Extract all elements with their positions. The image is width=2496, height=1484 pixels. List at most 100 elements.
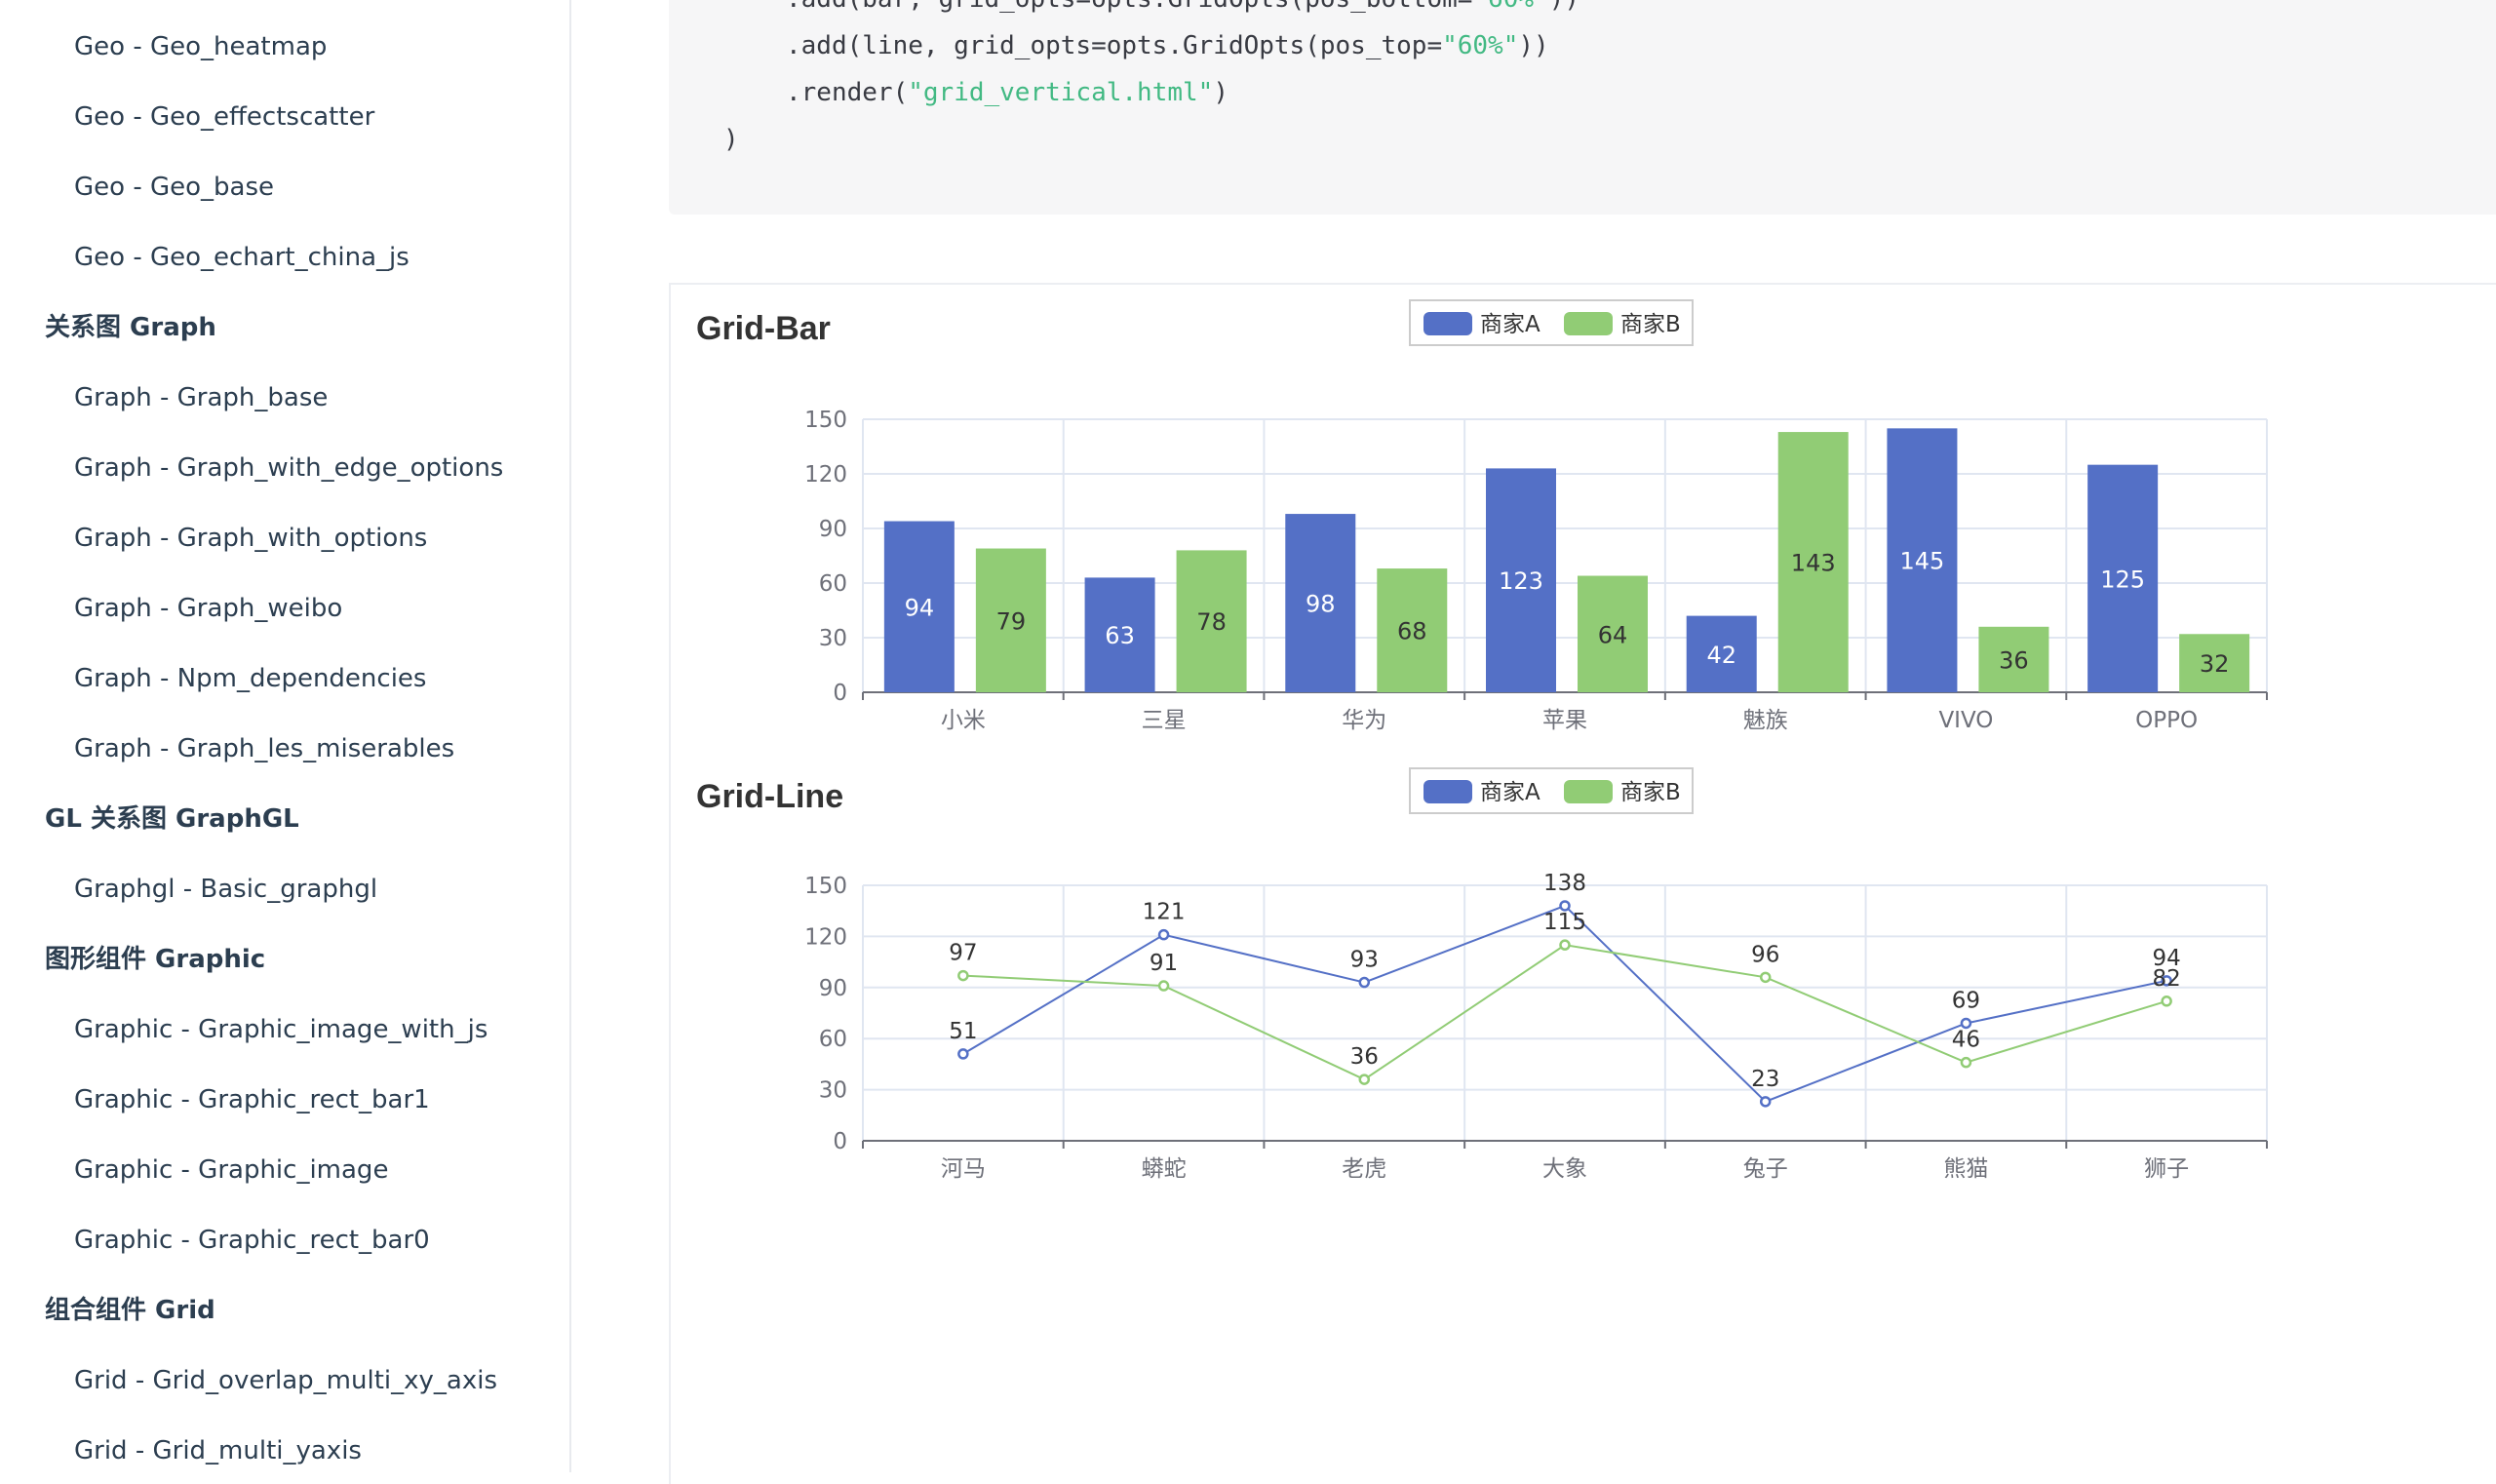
legend-swatch <box>1424 780 1472 803</box>
bar-value-label: 125 <box>2100 566 2145 593</box>
y-tick-label: 120 <box>804 924 847 950</box>
point-value-label: 46 <box>1952 1028 1980 1053</box>
bar <box>1084 577 1155 692</box>
legend-box <box>1409 767 1694 814</box>
x-tick-label: 苹果 <box>1542 708 1587 733</box>
y-tick-label: 60 <box>819 1027 847 1052</box>
x-tick-label: OPPO <box>2135 708 2198 733</box>
legend-swatch <box>1564 780 1613 803</box>
data-point <box>1759 1096 1772 1108</box>
point-value-label: 93 <box>1350 948 1379 973</box>
x-tick-label: VIVO <box>1938 708 1993 733</box>
data-point <box>1759 971 1772 984</box>
code-text: )) <box>1549 0 1580 14</box>
bar-value-label: 123 <box>1499 567 1543 595</box>
sidebar-item[interactable]: Graph - Graph_base <box>74 383 329 412</box>
bar-value-label: 79 <box>996 607 1027 635</box>
legend-label: 商家A <box>1480 312 1540 337</box>
sidebar-item[interactable]: Graph - Graph_weibo <box>74 594 343 623</box>
data-point <box>1157 928 1170 941</box>
sidebar-group-heading[interactable]: 关系图 Graph <box>45 313 216 342</box>
point-value-label: 82 <box>2153 966 2181 992</box>
bar <box>1978 626 2049 692</box>
data-point <box>1157 980 1170 992</box>
code-line: .add(line, grid_opts=opts.GridOpts(pos_t… <box>786 29 1549 62</box>
sidebar-item[interactable]: Geo - Geo_effectscatter <box>74 102 375 132</box>
bar <box>1887 428 1958 692</box>
bar <box>1176 550 1247 692</box>
x-tick-label: 老虎 <box>1342 1156 1386 1182</box>
code-string: "60%" <box>1442 31 1519 60</box>
bar-value-label: 64 <box>1598 621 1628 648</box>
sidebar-item[interactable]: Graphic - Graphic_image_with_js <box>74 1015 488 1044</box>
chart-title: Grid-Line <box>696 778 843 815</box>
sidebar-group-heading[interactable]: 图形组件 Graphic <box>45 945 266 974</box>
point-value-label: 51 <box>949 1019 977 1044</box>
x-tick-label: 河马 <box>941 1156 986 1182</box>
y-tick-label: 30 <box>819 626 847 651</box>
x-tick-label: 魅族 <box>1743 708 1788 733</box>
code-line: .render("grid_vertical.html") <box>786 76 1228 109</box>
sidebar-item[interactable]: Geo - Geo_echart_china_js <box>74 243 410 272</box>
legend-label: 商家A <box>1480 780 1540 805</box>
x-tick-label: 三星 <box>1142 708 1187 733</box>
sidebar-item[interactable]: Graph - Graph_with_edge_options <box>74 453 504 483</box>
bar <box>975 548 1046 692</box>
bar-value-label: 143 <box>1791 550 1836 577</box>
code-string: "grid_vertical.html" <box>908 78 1214 107</box>
legend-label: 商家B <box>1620 312 1681 337</box>
bar <box>1777 432 1849 692</box>
sidebar-item[interactable]: Geo - Geo_heatmap <box>74 32 328 61</box>
y-tick-label: 0 <box>833 1129 847 1154</box>
bar <box>1686 615 1757 692</box>
y-tick-label: 90 <box>819 976 847 1001</box>
chart-panel: Grid-Bar 商家A 商家B 0 30 60 90 120 150 小米 三星 华为 苹果 魅族 VIV… <box>669 283 2496 1484</box>
sidebar-item[interactable]: Graph - Graph_with_options <box>74 524 428 553</box>
code-string: "60%" <box>1472 0 1548 14</box>
sidebar-item[interactable]: Graphic - Graphic_rect_bar1 <box>74 1085 430 1114</box>
bar-value-label: 78 <box>1196 608 1227 636</box>
code-text: .render( <box>786 78 909 107</box>
data-point <box>1559 939 1571 951</box>
bar-value-label: 94 <box>905 594 935 621</box>
series-line <box>962 944 2167 1081</box>
code-line: ) <box>723 123 739 156</box>
point-value-label: 94 <box>2153 946 2181 971</box>
data-point <box>957 1048 969 1060</box>
sidebar-item[interactable]: Graphic - Graphic_image <box>74 1155 389 1185</box>
sidebar-item[interactable]: Graph - Graph_les_miserables <box>74 734 455 763</box>
bar <box>1285 514 1356 692</box>
y-tick-label: 60 <box>819 571 847 597</box>
y-tick-label: 30 <box>819 1078 847 1104</box>
data-point <box>1960 1056 1972 1069</box>
x-tick-label: 熊猫 <box>1943 1156 1988 1182</box>
code-line: .add(bar, grid_opts=opts.GridOpts(pos_bo… <box>786 0 1580 16</box>
sidebar-item[interactable]: Grid - Grid_overlap_multi_xy_axis <box>74 1366 497 1395</box>
sidebar-item[interactable]: Graphgl - Basic_graphgl <box>74 875 378 904</box>
point-value-label: 23 <box>1751 1067 1779 1092</box>
sidebar-group-heading[interactable]: GL 关系图 GraphGL <box>45 804 299 834</box>
bar-value-label: 98 <box>1306 591 1336 618</box>
bar <box>2179 634 2250 692</box>
sidebar-item[interactable]: Graph - Npm_dependencies <box>74 664 427 693</box>
sidebar-item[interactable]: Grid - Grid_multi_yaxis <box>74 1436 362 1465</box>
x-tick-label: 华为 <box>1342 708 1386 733</box>
sidebar-item[interactable]: Geo - Geo_base <box>74 173 274 202</box>
code-text: ) <box>723 125 739 154</box>
code-block: .add(bar, grid_opts=opts.GridOpts(pos_bo… <box>669 0 2496 215</box>
bar <box>2087 464 2159 692</box>
bar <box>883 521 955 692</box>
x-tick-label: 狮子 <box>2144 1156 2189 1182</box>
sidebar-group-heading[interactable]: 组合组件 Grid <box>45 1296 215 1325</box>
y-tick-label: 0 <box>833 681 847 706</box>
sidebar-item[interactable]: Graphic - Graphic_rect_bar0 <box>74 1226 430 1255</box>
data-point <box>1358 1074 1371 1085</box>
point-value-label: 121 <box>1143 900 1186 925</box>
code-text: )) <box>1518 31 1549 60</box>
point-value-label: 96 <box>1751 942 1779 967</box>
bar <box>1486 468 1556 692</box>
x-tick-label: 大象 <box>1542 1156 1587 1182</box>
legend-box <box>1409 299 1694 346</box>
x-tick-label: 小米 <box>941 708 986 733</box>
data-point <box>1358 976 1371 989</box>
